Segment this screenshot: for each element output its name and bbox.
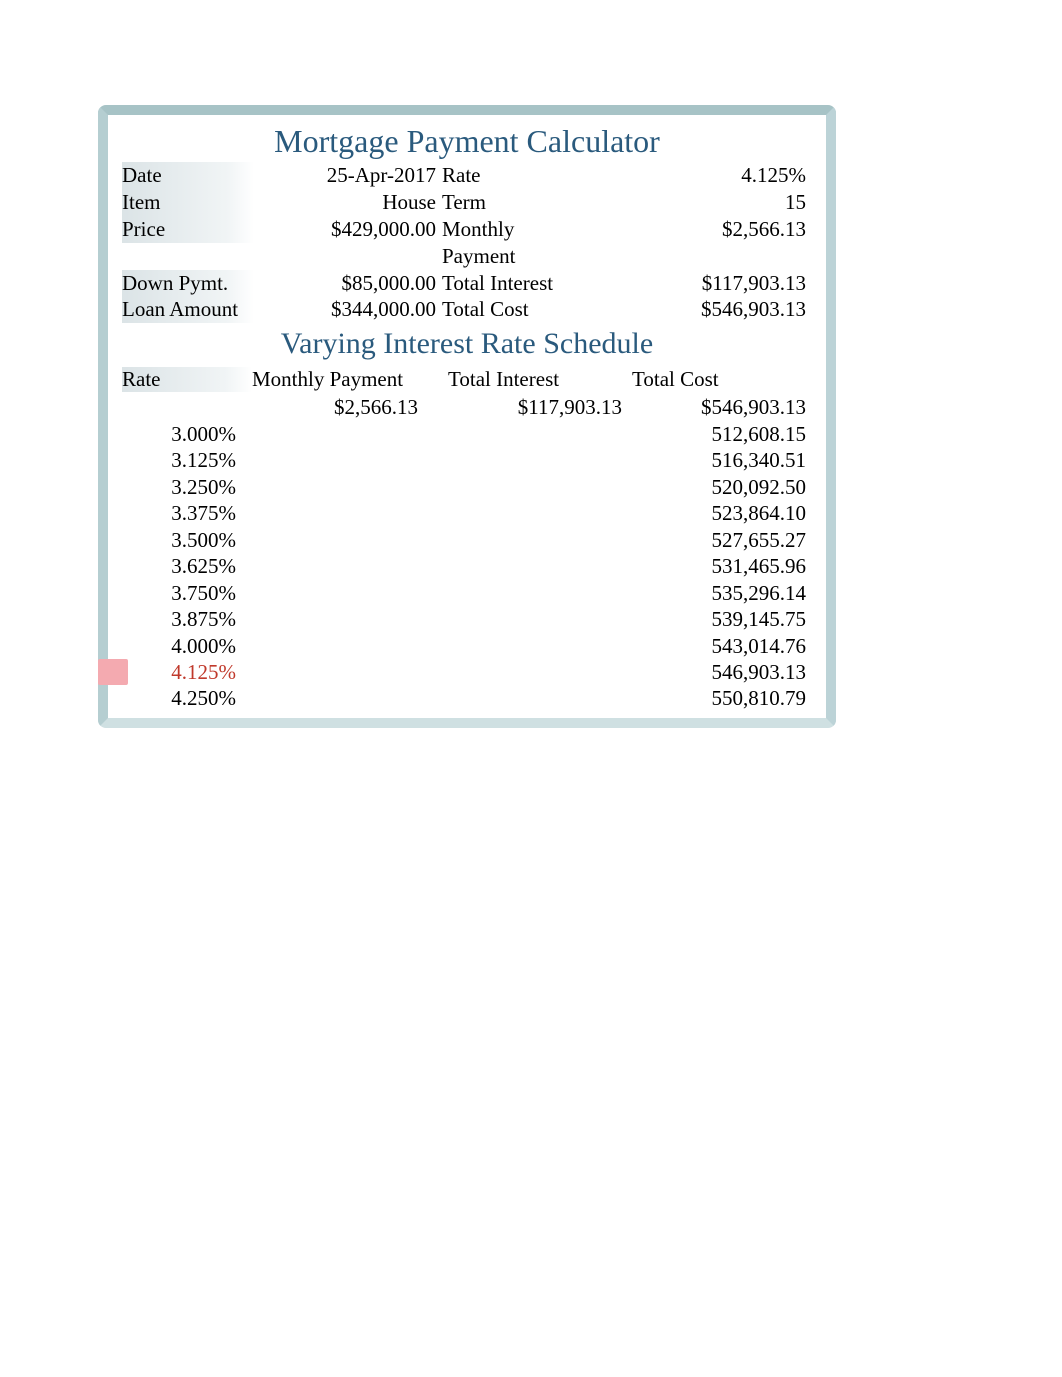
value-monthly: $2,566.13 [586,216,812,243]
value-date: 25-Apr-2017 [254,162,436,189]
sample-total-interest: $117,903.13 [448,394,632,420]
schedule-rate: 3.250% [122,474,252,500]
schedule-total-cost: 523,864.10 [252,500,812,526]
schedule-rate: 3.125% [122,447,252,473]
row-down: Down Pymt. $85,000.00 Total Interest $11… [108,270,826,297]
schedule-rate: 4.125% [122,659,252,685]
schedule-total-cost: 527,655.27 [252,527,812,553]
schedule-row: 3.875%539,145.75 [108,606,826,632]
schedule-rate: 4.250% [122,685,252,711]
value-price: $429,000.00 [254,216,436,243]
value-rate: 4.125% [586,162,812,189]
value-down: $85,000.00 [254,270,436,297]
schedule-sample-row: $2,566.13 $117,903.13 $546,903.13 [108,394,826,420]
schedule-total-cost: 550,810.79 [252,685,812,711]
schedule-total-cost: 512,608.15 [252,421,812,447]
label-monthly: Monthly Payment [436,216,586,270]
sample-total-cost: $546,903.13 [632,394,812,420]
schedule-row: 4.000%543,014.76 [108,633,826,659]
label-loan: Loan Amount [122,296,254,323]
value-total-cost: $546,903.13 [586,296,812,323]
label-item: Item [122,189,254,216]
row-item: Item House Term 15 [108,189,826,216]
row-loan: Loan Amount $344,000.00 Total Cost $546,… [108,296,826,323]
sample-rate [122,394,252,420]
label-term: Term [436,189,586,216]
schedule-row: 3.750%535,296.14 [108,580,826,606]
schedule-row: 4.250%550,810.79 [108,685,826,711]
schedule-rate: 3.750% [122,580,252,606]
schedule-header: Rate Monthly Payment Total Interest Tota… [108,363,826,394]
value-loan: $344,000.00 [254,296,436,323]
highlight-bar [98,659,128,685]
schedule-rate: 4.000% [122,633,252,659]
schedule-total-cost: 520,092.50 [252,474,812,500]
header-total-cost: Total Cost [632,367,812,392]
schedule-total-cost: 535,296.14 [252,580,812,606]
schedule-total-cost: 531,465.96 [252,553,812,579]
schedule-total-cost: 539,145.75 [252,606,812,632]
schedule-title: Varying Interest Rate Schedule [108,323,826,363]
label-price: Price [122,216,254,243]
header-monthly: Monthly Payment [252,367,448,392]
schedule-row: 3.125%516,340.51 [108,447,826,473]
row-price: Price $429,000.00 Monthly Payment $2,566… [108,216,826,270]
label-down: Down Pymt. [122,270,254,297]
schedule-row: 3.625%531,465.96 [108,553,826,579]
main-title: Mortgage Payment Calculator [108,119,826,162]
schedule-row: 3.250%520,092.50 [108,474,826,500]
schedule-row: 3.375%523,864.10 [108,500,826,526]
label-rate: Rate [436,162,586,189]
header-total-interest: Total Interest [448,367,632,392]
value-item: House [254,189,436,216]
sample-monthly: $2,566.13 [252,394,448,420]
schedule-rate: 3.375% [122,500,252,526]
schedule-row: 3.000%512,608.15 [108,421,826,447]
schedule-body: 3.000%512,608.153.125%516,340.513.250%52… [108,421,826,712]
header-rate: Rate [122,367,252,392]
schedule-total-cost: 543,014.76 [252,633,812,659]
schedule-rate: 3.875% [122,606,252,632]
value-total-interest: $117,903.13 [586,270,812,297]
schedule-total-cost: 516,340.51 [252,447,812,473]
schedule-row: 4.125%546,903.13 [108,659,826,685]
schedule-total-cost: 546,903.13 [252,659,812,685]
label-date: Date [122,162,254,189]
schedule-row: 3.500%527,655.27 [108,527,826,553]
row-date: Date 25-Apr-2017 Rate 4.125% [108,162,826,189]
schedule-rate: 3.000% [122,421,252,447]
label-total-cost: Total Cost [436,296,586,323]
calculator-frame: Mortgage Payment Calculator Date 25-Apr-… [98,105,836,728]
schedule-rate: 3.500% [122,527,252,553]
label-total-interest: Total Interest [436,270,586,297]
schedule-rate: 3.625% [122,553,252,579]
value-term: 15 [586,189,812,216]
